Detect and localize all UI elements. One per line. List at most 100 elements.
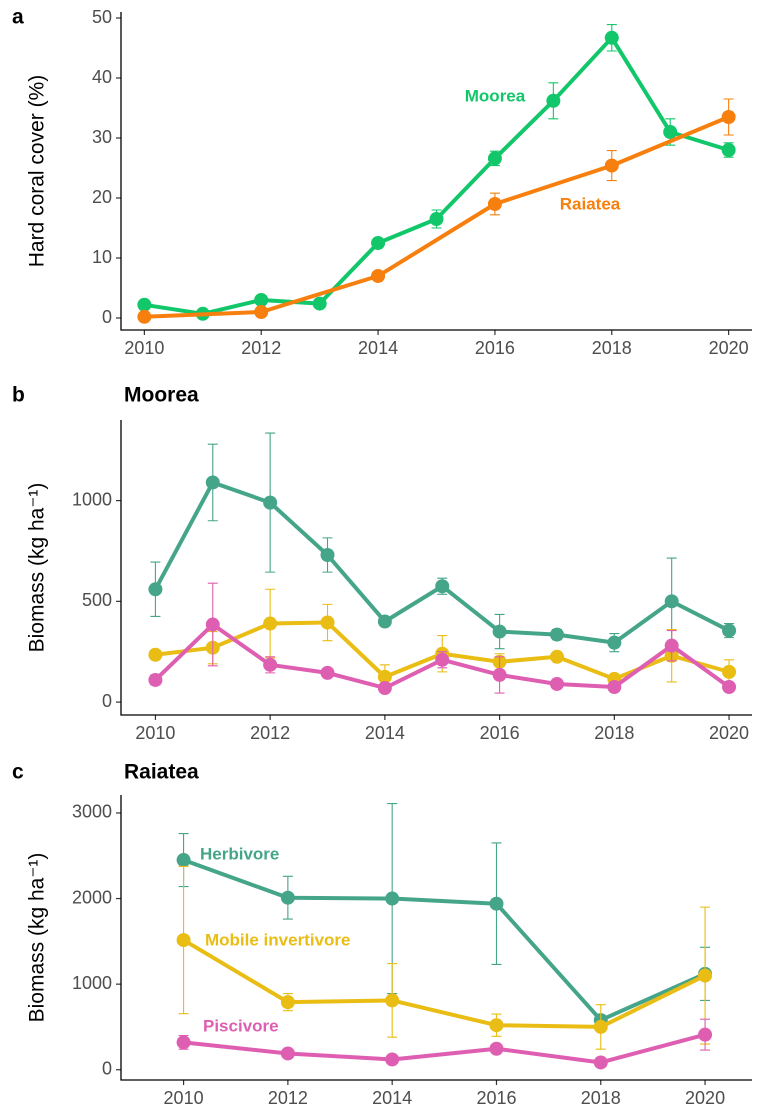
data-point: [148, 672, 163, 687]
y-tick-label: 30: [92, 127, 112, 147]
data-point: [663, 125, 678, 139]
y-tick-label: 2000: [72, 887, 112, 907]
y-tick-label: 0: [102, 1058, 112, 1078]
data-point: [722, 679, 737, 694]
data-point: [385, 993, 400, 1008]
data-point: [176, 853, 191, 868]
data-point: [489, 1018, 504, 1033]
x-tick-label: 2014: [365, 723, 405, 743]
data-point: [280, 890, 295, 905]
x-tick-label: 2016: [476, 1088, 516, 1108]
panel-label: c: [12, 761, 24, 784]
data-point: [176, 933, 191, 948]
data-point: [607, 679, 622, 694]
data-point: [137, 309, 152, 324]
data-point: [377, 614, 392, 629]
x-tick-label: 2010: [164, 1088, 204, 1108]
data-point: [604, 158, 619, 173]
series: [137, 24, 736, 321]
data-point: [549, 676, 564, 691]
y-tick-label: 1000: [72, 489, 112, 509]
y-tick-label: 40: [92, 67, 112, 87]
x-tick-label: 2020: [709, 723, 749, 743]
panel-title: Raiatea: [124, 761, 199, 784]
x-tick-label: 2020: [709, 338, 749, 358]
x-tick-label: 2018: [581, 1088, 621, 1108]
data-point: [148, 647, 163, 662]
data-point: [722, 664, 737, 679]
data-point: [664, 638, 679, 653]
data-point: [435, 652, 450, 667]
data-point: [254, 305, 269, 319]
x-tick-label: 2018: [594, 723, 634, 743]
data-point: [320, 548, 335, 563]
data-point: [546, 93, 561, 108]
data-point: [722, 623, 737, 638]
data-point: [263, 657, 278, 672]
series-label: Mobile invertivore: [205, 930, 350, 949]
data-point: [721, 110, 736, 124]
series-label: Herbivore: [200, 844, 279, 863]
data-point: [607, 635, 622, 650]
data-point: [489, 1041, 504, 1056]
data-point: [664, 594, 679, 609]
data-point: [263, 616, 278, 631]
y-tick-label: 1000: [72, 973, 112, 993]
data-point: [137, 297, 152, 312]
data-point: [593, 1019, 608, 1034]
data-point: [385, 1052, 400, 1067]
x-tick-label: 2012: [250, 723, 290, 743]
y-axis-title: Biomass (kg ha⁻¹): [26, 853, 49, 1023]
series-line: [182, 938, 706, 1029]
series-line: [182, 858, 706, 1023]
y-tick-label: 10: [92, 247, 112, 267]
y-axis-title: Hard coral cover (%): [26, 75, 49, 268]
data-point: [371, 236, 386, 250]
x-tick-label: 2012: [268, 1088, 308, 1108]
data-point: [492, 667, 507, 682]
data-point: [721, 143, 736, 157]
series-label: Piscivore: [203, 1016, 279, 1035]
data-point: [604, 30, 619, 45]
panel-label: b: [12, 384, 25, 407]
series: [137, 98, 736, 324]
series-line: [153, 480, 730, 645]
x-tick-label: 2014: [358, 338, 398, 358]
x-tick-label: 2016: [480, 723, 520, 743]
data-point: [205, 617, 220, 632]
data-point: [320, 665, 335, 680]
data-point: [312, 296, 327, 311]
data-point: [148, 582, 163, 597]
data-point: [429, 212, 444, 226]
x-tick-label: 2012: [241, 338, 281, 358]
series: [176, 865, 713, 1050]
series-line: [183, 1032, 706, 1065]
panel-title: Moorea: [124, 384, 199, 407]
data-point: [377, 680, 392, 695]
data-point: [698, 968, 713, 983]
series: [176, 1018, 713, 1070]
data-point: [698, 1027, 713, 1042]
y-tick-label: 0: [102, 307, 112, 327]
y-tick-label: 50: [92, 7, 112, 27]
y-tick-label: 0: [102, 691, 112, 711]
axis-line: [120, 12, 752, 331]
panel-label: a: [12, 6, 24, 29]
data-point: [254, 293, 269, 307]
data-point: [487, 151, 502, 166]
data-point: [320, 615, 335, 630]
series-line: [144, 115, 730, 319]
data-point: [549, 649, 564, 664]
y-tick-label: 20: [92, 187, 112, 207]
series-label: Moorea: [465, 86, 526, 105]
x-tick-label: 2016: [475, 338, 515, 358]
y-axis-title: Biomass (kg ha⁻¹): [26, 483, 49, 653]
data-point: [487, 197, 502, 211]
axis-line: [120, 420, 752, 716]
data-point: [593, 1055, 608, 1070]
series-label: Raiatea: [560, 194, 621, 213]
data-point: [435, 579, 450, 594]
data-point: [280, 1046, 295, 1061]
series: [148, 582, 737, 695]
